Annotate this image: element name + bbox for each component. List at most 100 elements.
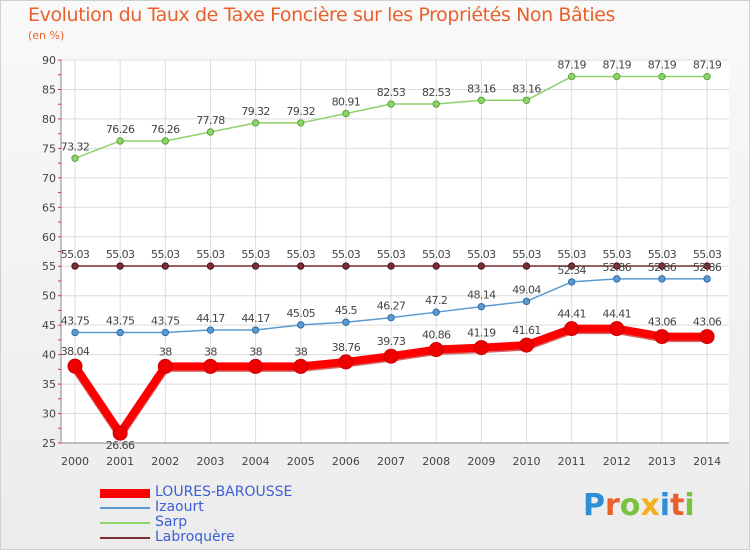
data-label: 55.03 bbox=[693, 248, 722, 261]
data-point bbox=[387, 100, 395, 108]
data-point bbox=[613, 275, 621, 283]
logo-letter: i bbox=[659, 488, 671, 523]
data-label: 55.03 bbox=[196, 248, 225, 261]
x-tick-label: 2003 bbox=[196, 455, 224, 468]
y-tick-label: 45 bbox=[42, 319, 56, 332]
data-label: 55.03 bbox=[512, 248, 541, 261]
unit-label: (en %) bbox=[28, 29, 65, 42]
x-tick-label: 2000 bbox=[61, 455, 89, 468]
data-label: 26.66 bbox=[106, 439, 135, 452]
data-label: 38 bbox=[249, 345, 262, 358]
data-label: 45.05 bbox=[287, 307, 316, 320]
legend-swatch bbox=[100, 507, 150, 509]
data-label: 76.26 bbox=[106, 123, 135, 136]
data-label: 43.75 bbox=[106, 315, 135, 328]
logo-letter: P bbox=[583, 488, 605, 523]
data-label: 73.32 bbox=[61, 140, 90, 153]
data-label: 87.19 bbox=[557, 59, 586, 72]
data-label-layer: 38.04 26.66 38 38 38 38 38.76 39.73 40.86 41.19 41… bbox=[61, 59, 723, 453]
data-label: 55.03 bbox=[287, 248, 316, 261]
data-label: 43.06 bbox=[693, 316, 722, 329]
data-point bbox=[161, 137, 170, 145]
grid-layer bbox=[61, 59, 729, 444]
data-label: 46.27 bbox=[377, 300, 406, 313]
data-point bbox=[251, 119, 260, 127]
data-label: 55.03 bbox=[467, 248, 496, 261]
y-tick-label: 55 bbox=[42, 260, 56, 273]
data-point bbox=[703, 72, 711, 81]
series-layer bbox=[67, 72, 715, 441]
data-label: 44.41 bbox=[603, 308, 632, 321]
data-point bbox=[609, 321, 625, 337]
x-tick-label: 2002 bbox=[151, 455, 179, 468]
data-label: 83.16 bbox=[512, 82, 541, 95]
data-label: 79.32 bbox=[241, 105, 270, 118]
data-label: 77.78 bbox=[196, 114, 225, 127]
data-point bbox=[338, 354, 354, 370]
logo-letter: i bbox=[684, 488, 695, 523]
data-point bbox=[658, 262, 666, 270]
data-label: 55.03 bbox=[106, 248, 135, 261]
legend-label: Labroquère bbox=[155, 529, 235, 545]
data-point bbox=[522, 297, 531, 306]
legend-label: Izaourt bbox=[155, 499, 204, 515]
data-label: 55.03 bbox=[151, 248, 180, 261]
data-point bbox=[342, 262, 350, 270]
data-point bbox=[432, 262, 440, 270]
data-point bbox=[658, 275, 666, 283]
data-label: 55.03 bbox=[648, 248, 677, 261]
data-label: 83.16 bbox=[467, 82, 496, 95]
y-tick-label: 90 bbox=[42, 54, 56, 67]
data-label: 87.19 bbox=[648, 59, 677, 72]
data-point bbox=[477, 262, 486, 270]
logo-letter: o bbox=[619, 488, 641, 523]
y-tick-label: 60 bbox=[42, 231, 56, 244]
data-label: 49.04 bbox=[512, 283, 541, 296]
data-label: 55.03 bbox=[241, 248, 270, 261]
data-label: 87.19 bbox=[693, 59, 722, 72]
data-label: 39.73 bbox=[377, 335, 406, 348]
y-tick-label: 40 bbox=[42, 349, 56, 362]
data-point bbox=[206, 262, 215, 270]
data-label: 44.17 bbox=[196, 312, 225, 325]
data-label: 45.5 bbox=[335, 304, 358, 317]
data-label: 52.86 bbox=[603, 261, 632, 274]
y-tick-label: 35 bbox=[42, 378, 56, 391]
plot-area bbox=[61, 60, 729, 443]
data-label: 55.03 bbox=[557, 248, 586, 261]
data-point bbox=[297, 262, 305, 270]
data-point bbox=[387, 262, 395, 270]
data-label: 52.86 bbox=[693, 261, 722, 274]
data-point bbox=[342, 109, 350, 118]
logo-letter: r bbox=[605, 488, 620, 523]
x-tick-label: 2011 bbox=[558, 455, 586, 468]
data-point bbox=[387, 313, 395, 322]
data-label: 40.86 bbox=[422, 329, 451, 342]
data-point bbox=[206, 326, 215, 334]
x-tick-label: 2013 bbox=[648, 455, 676, 468]
data-label: 41.19 bbox=[467, 327, 496, 340]
data-point bbox=[116, 137, 124, 145]
x-tick-label: 2006 bbox=[332, 455, 360, 468]
data-label: 38.76 bbox=[332, 341, 361, 354]
data-point bbox=[654, 329, 670, 345]
data-point bbox=[699, 329, 715, 345]
data-point bbox=[251, 262, 260, 270]
data-point bbox=[703, 262, 711, 270]
axis-layer: 25 30 35 40 45 50 55 60 65 70 75 80 85 90 2000 2001 2002… bbox=[42, 54, 729, 468]
y-tick-label: 25 bbox=[42, 437, 56, 450]
x-tick-label: 2005 bbox=[287, 455, 315, 468]
data-point bbox=[519, 337, 534, 353]
data-label: 87.19 bbox=[603, 59, 632, 72]
data-point bbox=[248, 358, 264, 374]
logo-letter: x bbox=[640, 488, 660, 523]
data-point bbox=[206, 128, 215, 136]
x-tick-label: 2014 bbox=[693, 455, 721, 468]
y-tick-label: 50 bbox=[42, 290, 56, 303]
proxiti-logo: Proxiti bbox=[583, 488, 695, 523]
logo-text: Proxiti bbox=[583, 488, 695, 523]
data-point bbox=[613, 262, 621, 270]
data-point bbox=[297, 321, 305, 329]
data-point bbox=[567, 278, 576, 286]
y-tick-label: 65 bbox=[42, 201, 56, 214]
